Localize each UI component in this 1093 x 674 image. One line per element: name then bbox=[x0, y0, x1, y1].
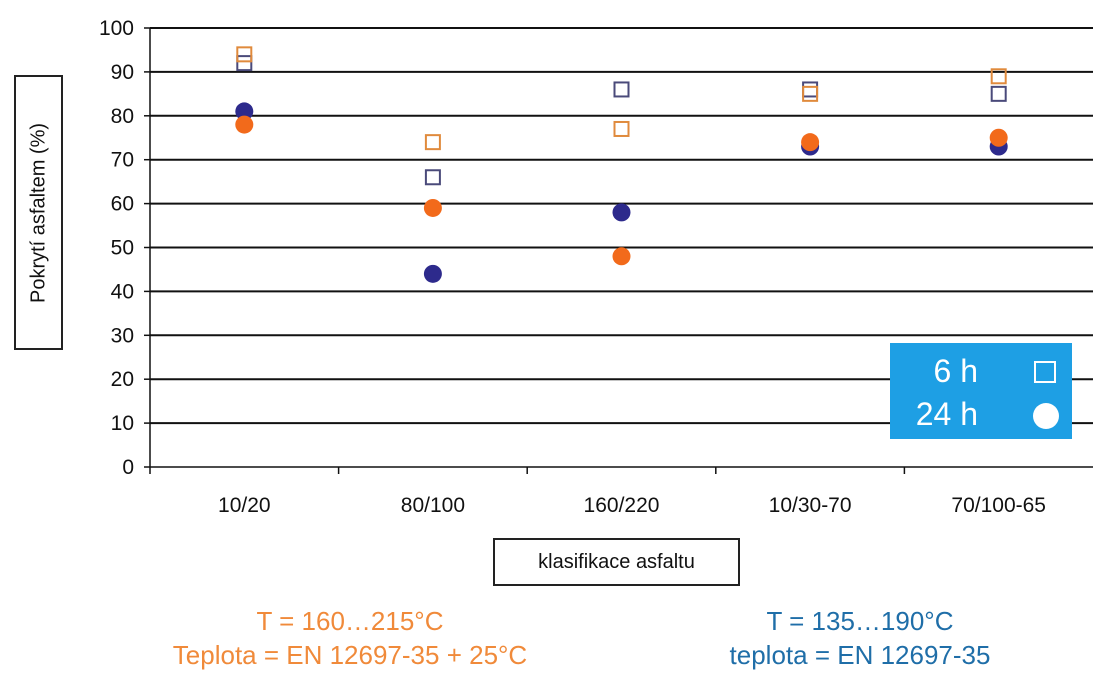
y-tick-label: 0 bbox=[122, 456, 134, 479]
data-point-circle bbox=[423, 198, 442, 217]
legend-item-6h: 6 h bbox=[890, 353, 1072, 393]
x-axis-label-box: klasifikace asfaltu bbox=[493, 538, 740, 586]
x-axis-label: klasifikace asfaltu bbox=[538, 550, 695, 573]
y-tick-label: 20 bbox=[111, 368, 134, 391]
data-point-square bbox=[802, 85, 819, 102]
data-point-square bbox=[990, 85, 1007, 102]
y-tick-label: 80 bbox=[111, 105, 134, 128]
x-tick-label: 80/100 bbox=[401, 494, 465, 517]
y-tick-label: 50 bbox=[111, 237, 134, 260]
y-tick-label: 100 bbox=[99, 17, 134, 40]
data-point-square bbox=[424, 169, 441, 186]
data-point-square bbox=[424, 134, 441, 151]
data-point-square bbox=[236, 46, 253, 63]
data-point-square bbox=[613, 120, 630, 137]
y-tick-label: 90 bbox=[111, 61, 134, 84]
data-point-circle bbox=[612, 203, 631, 222]
x-tick-labels: 10/20 80/100 160/220 10/30-70 70/100-65 bbox=[218, 494, 1046, 517]
y-axis-label: Pokrytí asfaltem (%) bbox=[27, 122, 49, 303]
note-left-line2: Teplota = EN 12697-35 + 25°C bbox=[172, 640, 528, 670]
note-right-line2: teplota = EN 12697-35 bbox=[729, 640, 991, 670]
legend-label-24h: 24 h bbox=[915, 396, 978, 432]
legend: 6 h 24 h bbox=[890, 343, 1072, 439]
y-axis-label-box: Pokrytí asfaltem (%) bbox=[14, 75, 63, 350]
data-point-circle bbox=[989, 128, 1008, 147]
data-point-circle bbox=[612, 247, 631, 266]
y-tick-label: 70 bbox=[111, 149, 134, 172]
data-point-circle bbox=[801, 133, 820, 152]
open-square-icon bbox=[1034, 361, 1056, 383]
note-right-line1: T = 135…190°C bbox=[766, 606, 954, 636]
x-tick-label: 160/220 bbox=[584, 494, 660, 517]
y-tick-label: 40 bbox=[111, 280, 134, 303]
note-left-line1: T = 160…215°C bbox=[256, 606, 444, 636]
x-tick-label: 70/100-65 bbox=[951, 494, 1046, 517]
x-tick-label: 10/30-70 bbox=[769, 494, 852, 517]
data-point-square bbox=[613, 81, 630, 98]
filled-circle-icon bbox=[1033, 403, 1059, 429]
legend-item-24h: 24 h bbox=[890, 396, 1072, 436]
data-point-circle bbox=[235, 102, 254, 121]
data-point-circle bbox=[423, 264, 442, 283]
x-tick-label: 10/20 bbox=[218, 494, 271, 517]
data-points bbox=[235, 46, 1008, 283]
legend-label-6h: 6 h bbox=[933, 353, 978, 389]
y-tick-label: 60 bbox=[111, 193, 134, 216]
data-point-square bbox=[990, 68, 1007, 85]
data-point-circle bbox=[235, 115, 254, 134]
y-tick-label: 30 bbox=[111, 324, 134, 347]
y-tick-labels: 0 10 20 30 40 50 60 70 80 90 100 bbox=[99, 17, 134, 479]
axes bbox=[144, 27, 1093, 474]
data-point-square bbox=[236, 55, 253, 72]
y-tick-label: 10 bbox=[111, 412, 134, 435]
